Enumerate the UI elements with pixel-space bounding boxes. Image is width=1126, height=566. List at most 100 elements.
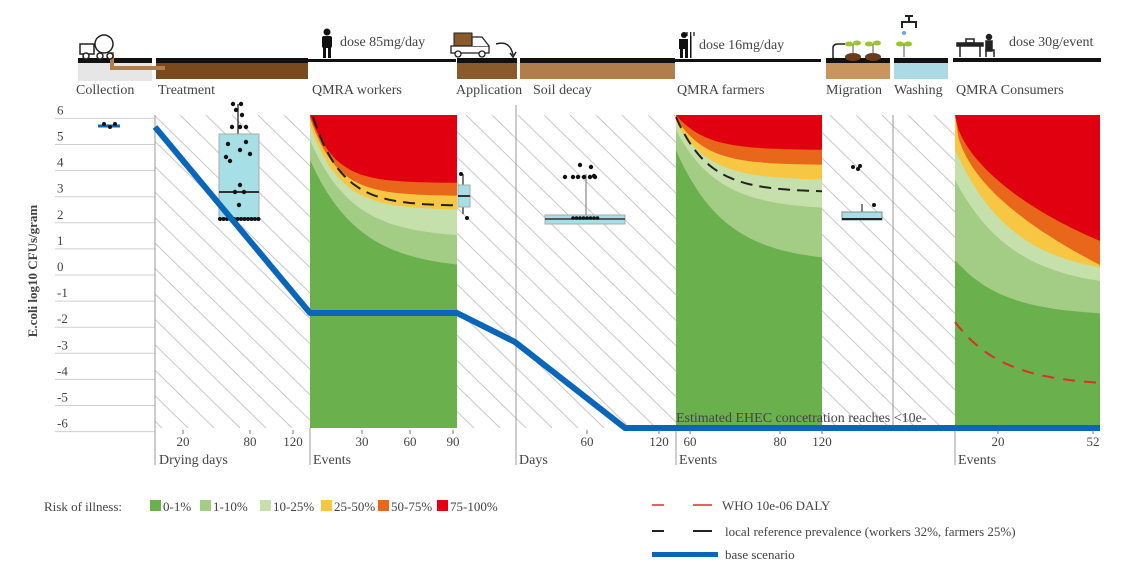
stage-label-qmra-workers: QMRA workers — [312, 83, 402, 98]
risk-legend-swatch — [321, 500, 332, 511]
y-tick-label: 2 — [57, 207, 64, 222]
data-point — [571, 216, 575, 220]
washing-bar — [894, 63, 948, 79]
legend-base: base scenario — [725, 547, 795, 562]
risk-band-0-1 — [676, 150, 822, 428]
data-point — [235, 217, 240, 221]
data-point — [591, 173, 597, 179]
x-axis-label: Drying days — [159, 453, 228, 468]
data-point — [230, 101, 236, 107]
consumer-at-table-icon — [956, 33, 995, 57]
x-tick-label: 60 — [404, 434, 417, 449]
x-axis-label: Events — [958, 453, 996, 468]
risk-legend-swatch — [200, 500, 211, 511]
data-point — [575, 174, 581, 180]
stage-separators — [154, 105, 956, 465]
x-tick-label: 120 — [812, 434, 832, 449]
y-axis: 6 5 4 3 2 1 0 -1 -2 -3 -4 -5 -6 — [55, 102, 155, 433]
y-tick-label: -5 — [57, 390, 68, 405]
y-tick-label: 3 — [57, 181, 64, 196]
data-point — [242, 217, 247, 221]
data-point — [239, 217, 243, 221]
base-scenario-line — [152, 125, 1100, 431]
data-point — [218, 217, 222, 221]
stage-label-application: Application — [456, 83, 522, 98]
stage-label-washing: Washing — [894, 83, 943, 98]
boxplot-soil-decay — [544, 162, 626, 225]
boxplots — [98, 101, 883, 225]
data-point — [229, 124, 235, 130]
data-point — [236, 202, 242, 208]
x-tick-label: 80 — [774, 434, 787, 449]
point — [102, 122, 106, 126]
risk-panel-farmers — [675, 115, 823, 428]
risk-band-0-1 — [955, 260, 1100, 428]
data-point — [253, 217, 257, 221]
data-point — [588, 164, 594, 170]
risk-legend-swatch — [150, 500, 161, 511]
hatch-line — [155, 344, 241, 428]
data-point — [225, 141, 231, 147]
migration-rail — [826, 58, 890, 63]
x-axis-label: Events — [679, 453, 717, 468]
data-point — [585, 216, 589, 220]
data-point — [577, 162, 583, 168]
x-tick-label: 60 — [684, 434, 697, 449]
reference-line-farmers — [675, 116, 823, 193]
water-tap-icon — [896, 15, 917, 57]
legend-who: WHO 10e-06 DALY — [722, 498, 831, 513]
x-tick-label: 120 — [283, 434, 303, 449]
stage-label-qmra-consumers: QMRA Consumers — [956, 83, 1064, 98]
risk-legend-label: 50-75% — [391, 499, 432, 514]
data-point — [247, 151, 253, 157]
y-tick-label: -6 — [57, 416, 68, 431]
y-tick-label: -1 — [57, 285, 68, 300]
data-point — [588, 216, 593, 220]
farmer-with-pitchfork-icon — [679, 32, 695, 58]
annotation-ehec: Estimated EHEC concetration reaches <10e… — [676, 411, 927, 426]
stage-label-treatment: Treatment — [158, 83, 215, 98]
risk-legend-label: 25-50% — [334, 499, 375, 514]
risk-legend-swatch — [260, 500, 271, 511]
data-point — [227, 158, 233, 164]
y-tick-label: 4 — [57, 155, 64, 170]
risk-panels — [310, 115, 1101, 428]
y-tick-label: 1 — [57, 233, 64, 248]
who-daly-line-consumers — [954, 321, 1101, 384]
data-point — [562, 174, 568, 180]
data-point — [595, 216, 600, 220]
risk-legend-label: 0-1% — [163, 499, 191, 514]
data-point — [243, 124, 249, 130]
y-tick-label: 0 — [57, 259, 64, 274]
soil-decay-bar — [520, 63, 675, 79]
hatch-line — [155, 242, 345, 428]
treatment-bar — [156, 63, 308, 79]
hatch-line — [155, 369, 215, 428]
data-point — [581, 174, 587, 180]
legend-reference: local reference prevalence (workers 32%,… — [725, 524, 1016, 539]
point — [108, 125, 112, 129]
data-point — [592, 216, 596, 220]
stage-header: Collection Treatment QMRA workers Applic… — [76, 15, 1101, 98]
workers-rail — [308, 59, 456, 62]
data-point — [587, 174, 593, 180]
risk-legend-label: 75-100% — [450, 499, 498, 514]
risk-band-0-1 — [310, 160, 457, 428]
stage-label-soil-decay: Soil decay — [533, 83, 592, 98]
line-legend: WHO 10e-06 DALY local reference prevalen… — [652, 498, 1016, 562]
y-tick-label: -2 — [57, 311, 68, 326]
x-tick-label: 120 — [649, 434, 669, 449]
risk-legend-label: 10-25% — [273, 499, 314, 514]
farmers-rail — [675, 59, 821, 62]
hatch-line — [1116, 115, 1126, 428]
x-axis-label: Events — [313, 453, 351, 468]
application-bar — [457, 63, 517, 79]
data-point — [570, 174, 576, 180]
dose-consumers: dose 30g/event — [1009, 35, 1093, 50]
y-axis-label: E.coli log10 CFUs/gram — [25, 205, 40, 338]
delivery-truck-icon — [450, 32, 517, 59]
y-tick-label: -4 — [57, 363, 68, 378]
data-point — [256, 217, 261, 221]
data-point — [249, 217, 254, 221]
y-tick-label: 5 — [57, 129, 64, 144]
